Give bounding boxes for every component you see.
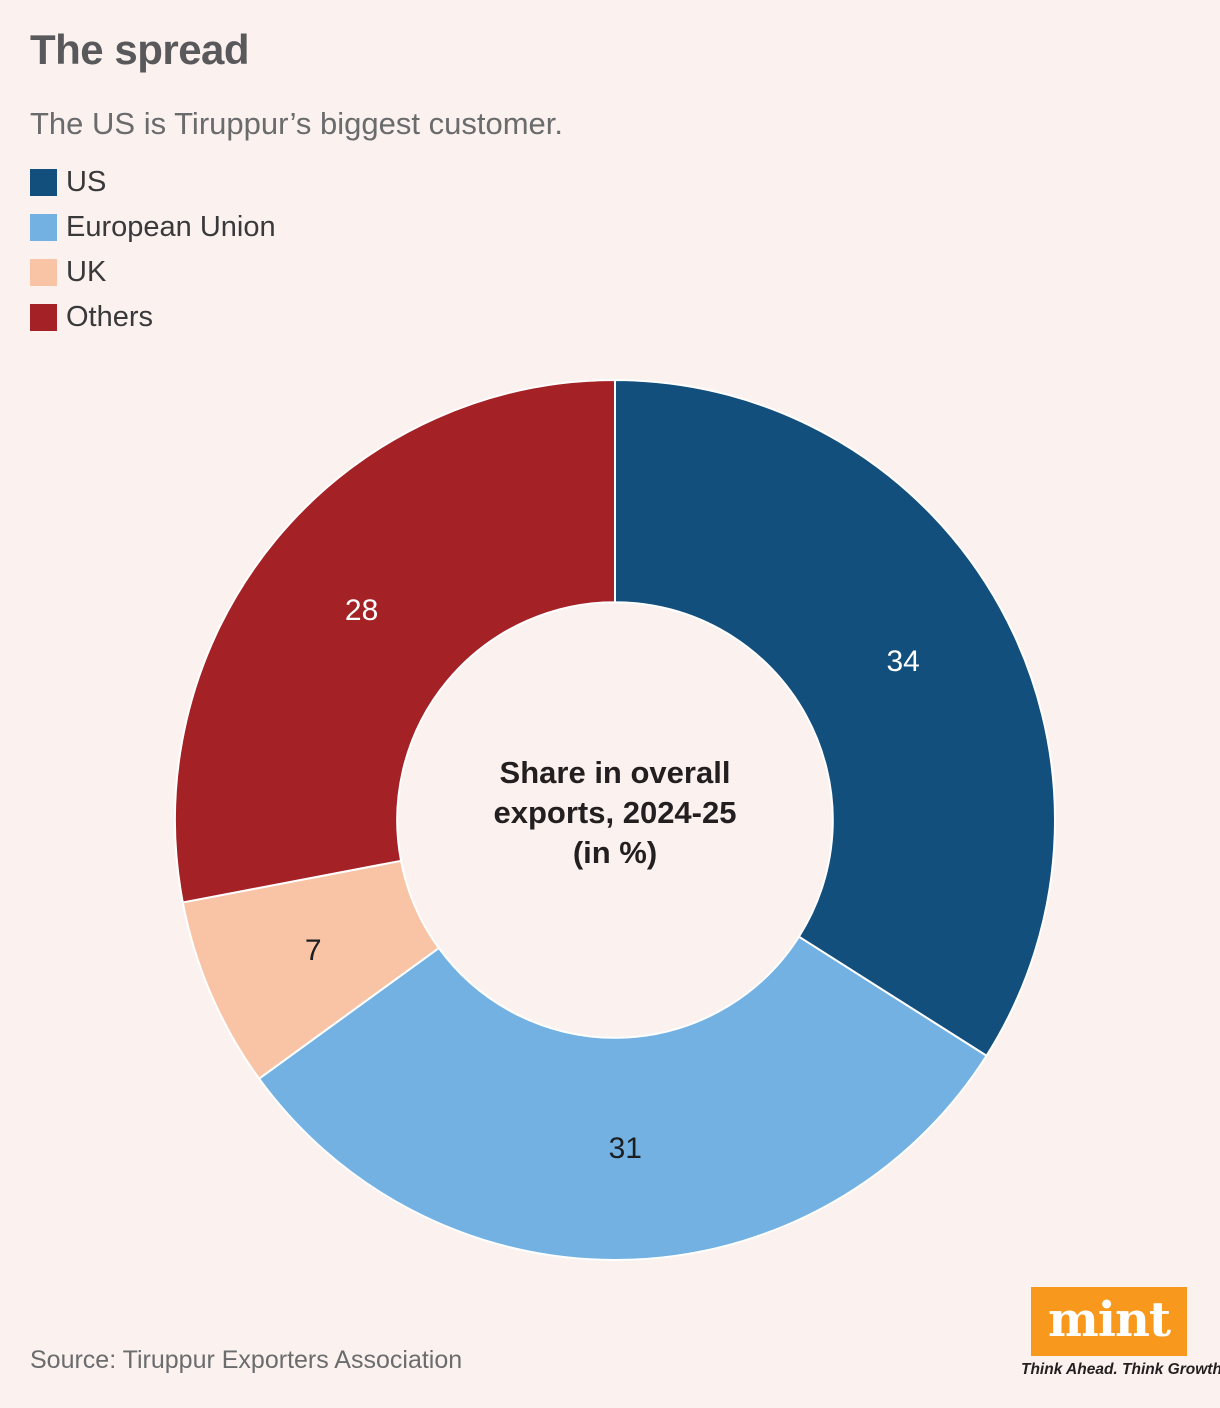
slice-value-label: 34 <box>887 645 920 678</box>
mint-logo-text: mint <box>1047 1291 1171 1348</box>
legend-item-label: US <box>66 165 107 198</box>
chart-title: The spread <box>30 26 250 73</box>
legend: US European Union UK Others <box>30 165 276 348</box>
center-label-line: exports, 2024-25 <box>493 795 737 830</box>
slice-value-label: 28 <box>345 594 378 627</box>
center-label-line: Share in overall <box>499 755 731 790</box>
donut-svg: 34 31 7 28 <box>174 379 1056 1261</box>
legend-item-uk: UK <box>30 255 276 288</box>
legend-swatch-european-union <box>30 213 57 241</box>
mint-logo-tagline: Think Ahead. Think Growth. <box>1021 1361 1220 1378</box>
donut-chart: 34 31 7 28 <box>173 378 1057 1262</box>
center-label-line: (in %) <box>572 835 658 870</box>
legend-swatch-uk <box>30 258 57 286</box>
mint-logo: mint <box>1031 1287 1187 1356</box>
donut-slice-european-union <box>258 935 988 1261</box>
source-note: Source: Tiruppur Exporters Association <box>30 1346 463 1374</box>
donut-slice-others <box>174 379 616 904</box>
donut-slice-us <box>614 379 1056 1057</box>
slice-value-label: 31 <box>609 1132 642 1165</box>
legend-item-label: European Union <box>66 210 276 243</box>
legend-item-us: US <box>30 165 276 198</box>
legend-item-european-union: European Union <box>30 210 276 243</box>
slice-value-label: 7 <box>305 934 322 967</box>
chart-subtitle: The US is Tiruppur’s biggest customer. <box>30 106 563 141</box>
legend-swatch-us <box>30 168 57 196</box>
legend-item-label: UK <box>66 255 107 288</box>
chart-center-label: Share in overall exports, 2024-25 (in %) <box>395 753 835 873</box>
legend-swatch-others <box>30 303 57 331</box>
legend-item-label: Others <box>66 300 154 333</box>
legend-item-others: Others <box>30 300 276 333</box>
